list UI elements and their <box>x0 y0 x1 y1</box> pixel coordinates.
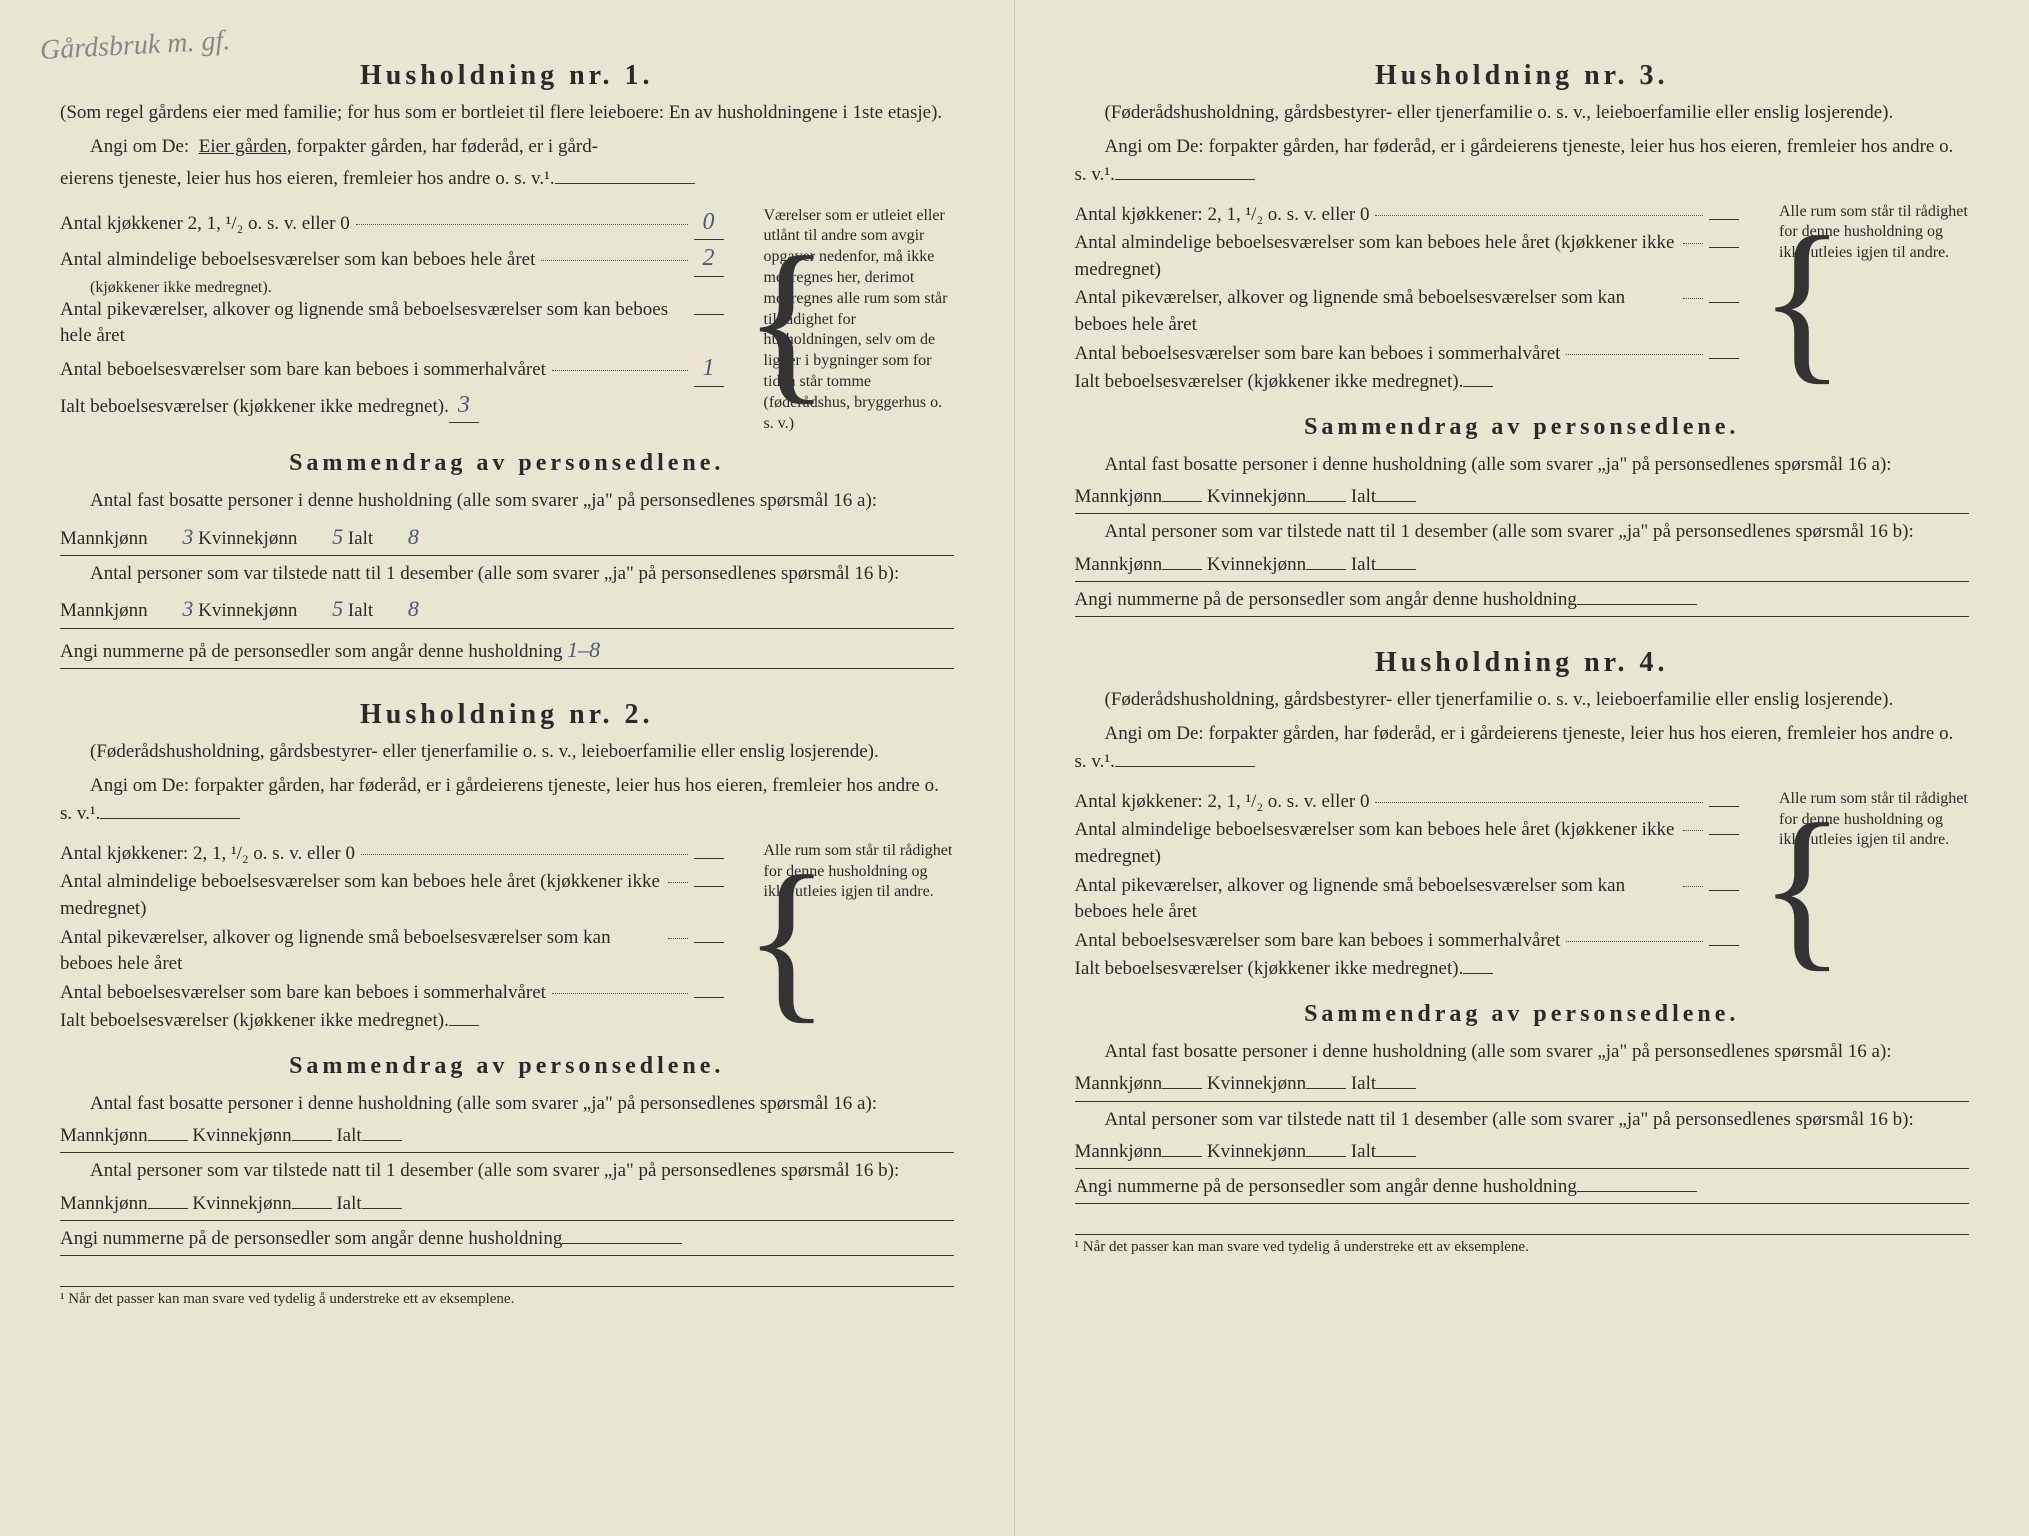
ordinary-value: 2 <box>694 242 724 277</box>
kvinne-b: 5 <box>302 590 343 627</box>
small-row: Antal pikeværelser, alkover og lignende … <box>60 297 724 350</box>
summary-present: Antal personer som var tilstede natt til… <box>1075 1104 1970 1170</box>
household-1: Husholdning nr. 1. (Som regel gårdens ei… <box>60 60 954 669</box>
owner-question: Angi om De: forpakter gården, har føderå… <box>60 772 954 829</box>
rooms-section: Antal kjøkkener 2, 1, ¹/₂ o. s. v. eller… <box>60 206 954 435</box>
numbers-line: Angi nummerne på de personsedler som ang… <box>1075 1171 1970 1204</box>
rooms-section: Antal kjøkkener: 2, 1, ¹/₂ o. s. v. elle… <box>1075 789 1970 985</box>
answer-underlined: Eier gården <box>199 136 287 157</box>
summary-resident: Antal fast bosatte personer i denne hush… <box>1075 449 1970 515</box>
mann-a: 3 <box>152 518 193 555</box>
ialt-a: 8 <box>378 518 419 555</box>
ialt-b: 8 <box>378 590 419 627</box>
rooms-section: Antal kjøkkener: 2, 1, ¹/₂ o. s. v. elle… <box>60 841 954 1037</box>
rooms-side-note: { Alle rum som står til rådighet for den… <box>1759 789 1969 985</box>
rooms-side-note: { Alle rum som står til rådighet for den… <box>1759 202 1969 398</box>
summary-title: Sammendrag av personsedlene. <box>1075 414 1970 441</box>
household-title: Husholdning nr. 4. <box>1075 647 1970 679</box>
numbers-line: Angi nummerne på de personsedler som ang… <box>60 631 954 669</box>
summer-label: Antal beboelsesværelser som bare kan beb… <box>60 357 546 384</box>
numbers-value: 1–8 <box>567 631 600 668</box>
brace-icon: { <box>744 841 830 1037</box>
summary-resident: Antal fast bosatte personer i denne hush… <box>60 485 954 556</box>
total-value: 3 <box>449 389 479 424</box>
household-2: Husholdning nr. 2. (Føderådshusholdning,… <box>60 699 954 1256</box>
household-subtitle: (Føderådshusholdning, gårdsbestyrer- ell… <box>1075 100 1970 127</box>
household-title: Husholdning nr. 1. <box>60 60 954 92</box>
summer-row: Antal beboelsesværelser som bare kan beb… <box>60 352 724 387</box>
rooms-section: Antal kjøkkener: 2, 1, ¹/₂ o. s. v. elle… <box>1075 202 1970 398</box>
footnote: ¹ Når det passer kan man svare ved tydel… <box>1075 1234 1970 1256</box>
household-subtitle: (Som regel gårdens eier med familie; for… <box>60 100 954 127</box>
rooms-side-note: { Alle rum som står til rådighet for den… <box>744 841 954 1037</box>
household-3: Husholdning nr. 3. (Føderådshusholdning,… <box>1075 60 1970 617</box>
dots <box>541 260 687 261</box>
household-subtitle: (Føderådshusholdning, gårdsbestyrer- ell… <box>60 739 954 766</box>
rooms-main: Antal kjøkkener 2, 1, ¹/₂ o. s. v. eller… <box>60 206 724 435</box>
footnote: ¹ Når det passer kan man svare ved tydel… <box>60 1286 954 1308</box>
dots <box>552 370 688 371</box>
kitchens-value: 0 <box>694 206 724 241</box>
owner-question: Angi om De: forpakter gården, har føderå… <box>1075 720 1970 777</box>
summary-title: Sammendrag av personsedlene. <box>60 1053 954 1080</box>
rooms-main: Antal kjøkkener: 2, 1, ¹/₂ o. s. v. elle… <box>60 841 724 1037</box>
total-row: Ialt beboelsesværelser (kjøkkener ikke m… <box>60 389 724 424</box>
brace-icon: { <box>744 206 830 435</box>
brace-icon: { <box>1759 789 1845 985</box>
summary-title: Sammendrag av personsedlene. <box>1075 1001 1970 1028</box>
household-subtitle: (Føderådshusholdning, gårdsbestyrer- ell… <box>1075 687 1970 714</box>
owner-question-line2: eierens tjeneste, leier hus hos eieren, … <box>60 165 954 194</box>
summary-present: Antal personer som var tilstede natt til… <box>60 558 954 629</box>
small-value <box>694 314 724 315</box>
summary-present: Antal personer som var tilstede natt til… <box>60 1155 954 1221</box>
mann-b: 3 <box>152 590 193 627</box>
ordinary-note: (kjøkkener ikke medregnet). <box>90 279 724 297</box>
household-title: Husholdning nr. 2. <box>60 699 954 731</box>
question-prefix: Angi om De: <box>90 136 189 157</box>
brace-icon: { <box>1759 202 1845 398</box>
ordinary-row: Antal almindelige beboelsesværelser som … <box>60 242 724 277</box>
left-page: Gårdsbruk m. gf. Husholdning nr. 1. (Som… <box>0 0 1015 1536</box>
summary-present: Antal personer som var tilstede natt til… <box>1075 516 1970 582</box>
total-label: Ialt beboelsesværelser (kjøkkener ikke m… <box>60 394 449 421</box>
rooms-main: Antal kjøkkener: 2, 1, ¹/₂ o. s. v. elle… <box>1075 202 1740 398</box>
kitchens-row: Antal kjøkkener 2, 1, ¹/₂ o. s. v. eller… <box>60 206 724 241</box>
household-title: Husholdning nr. 3. <box>1075 60 1970 92</box>
owner-question: Angi om De: forpakter gården, har føderå… <box>1075 133 1970 190</box>
right-page: Husholdning nr. 3. (Føderådshusholdning,… <box>1015 0 2029 1536</box>
rooms-side-note: { Værelser som er utleiet eller utlånt t… <box>744 206 954 435</box>
summary-resident: Antal fast bosatte personer i denne hush… <box>60 1088 954 1154</box>
dots <box>356 224 688 225</box>
owner-question: Angi om De: Eier gården, forpakter gårde… <box>60 133 954 162</box>
kvinne-a: 5 <box>302 518 343 555</box>
kitchens-label: Antal kjøkkener 2, 1, ¹/₂ o. s. v. eller… <box>60 211 350 238</box>
ordinary-label: Antal almindelige beboelsesværelser som … <box>60 247 535 274</box>
rooms-main: Antal kjøkkener: 2, 1, ¹/₂ o. s. v. elle… <box>1075 789 1740 985</box>
summary-title: Sammendrag av personsedlene. <box>60 450 954 477</box>
small-label: Antal pikeværelser, alkover og lignende … <box>60 297 694 350</box>
numbers-line: Angi nummerne på de personsedler som ang… <box>1075 584 1970 617</box>
summary-resident: Antal fast bosatte personer i denne hush… <box>1075 1036 1970 1102</box>
numbers-line: Angi nummerne på de personsedler som ang… <box>60 1223 954 1256</box>
summer-value: 1 <box>694 352 724 387</box>
household-4: Husholdning nr. 4. (Føderådshusholdning,… <box>1075 647 1970 1204</box>
